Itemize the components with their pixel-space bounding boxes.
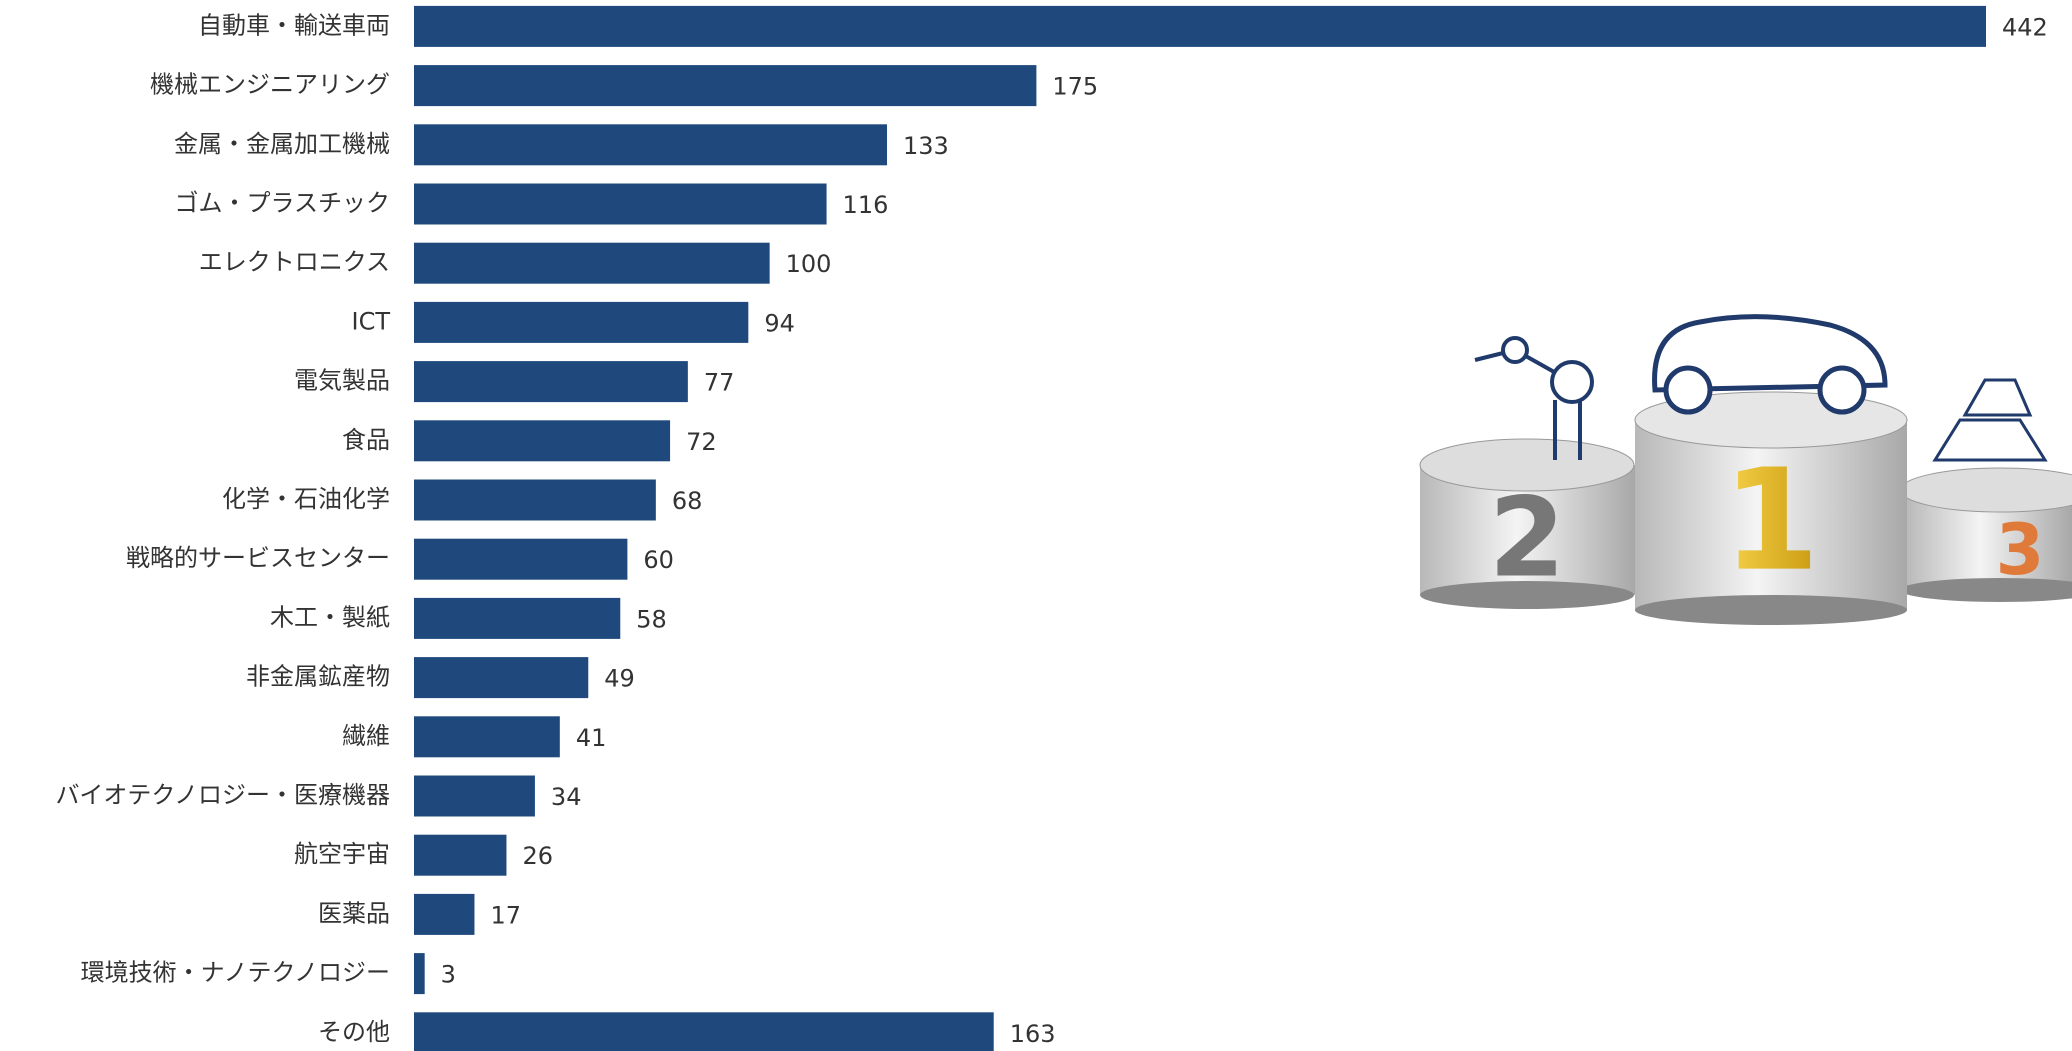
category-label: 木工・製紙 — [270, 603, 390, 631]
rank-label: 3 — [1996, 509, 2045, 591]
value-label: 34 — [551, 783, 582, 811]
category-label: 繊維 — [342, 722, 390, 750]
category-label: 金属・金属加工機械 — [174, 130, 390, 158]
value-label: 60 — [643, 546, 674, 574]
bar — [414, 65, 1037, 107]
category-label: 環境技術・ナノテクノロジー — [81, 959, 390, 987]
value-label: 49 — [604, 665, 635, 693]
rank-label: 2 — [1489, 473, 1566, 601]
value-label: 133 — [903, 132, 949, 160]
category-label: 自動車・輸送車両 — [198, 11, 390, 39]
bar — [414, 5, 1986, 47]
value-label: 41 — [576, 724, 607, 752]
bar — [414, 1012, 994, 1051]
value-label: 94 — [764, 309, 795, 337]
bar — [414, 420, 671, 462]
bar — [414, 834, 507, 876]
category-label: 食品 — [342, 426, 390, 454]
bar — [414, 479, 656, 521]
category-label: エレクトロニクス — [199, 248, 390, 276]
category-label: 戦略的サービスセンター — [126, 544, 390, 572]
category-label: ICT — [352, 307, 391, 335]
category-label: 医薬品 — [318, 899, 390, 927]
category-label: ゴム・プラスチック — [174, 189, 390, 217]
bar — [414, 775, 535, 817]
value-label: 442 — [2002, 13, 2048, 41]
bar — [414, 597, 621, 639]
bar — [414, 124, 888, 166]
bar — [414, 953, 425, 995]
category-label: バイオテクノロジー・医療機器 — [55, 781, 390, 809]
bar — [414, 538, 628, 580]
bar — [414, 893, 475, 935]
value-label: 100 — [786, 250, 832, 278]
value-label: 175 — [1052, 73, 1098, 101]
value-label: 163 — [1010, 1020, 1056, 1048]
bar — [414, 242, 770, 284]
value-label: 26 — [522, 842, 553, 870]
bar — [414, 657, 589, 699]
category-label: その他 — [318, 1018, 390, 1046]
bar — [414, 301, 749, 343]
value-label: 3 — [441, 961, 456, 989]
bar — [414, 183, 827, 225]
podium-illustration: 2 1 3 — [1419, 314, 2072, 625]
category-label: 非金属鉱産物 — [246, 663, 390, 691]
bar — [414, 716, 560, 758]
value-label: 77 — [704, 369, 735, 397]
value-label: 116 — [843, 191, 889, 219]
category-label: 電気製品 — [294, 367, 390, 395]
value-label: 17 — [490, 901, 521, 929]
category-label: 航空宇宙 — [294, 840, 390, 868]
value-label: 68 — [672, 487, 703, 515]
category-label: 化学・石油化学 — [222, 485, 390, 513]
value-label: 72 — [686, 428, 717, 456]
rank-label: 1 — [1722, 440, 1819, 603]
value-label: 58 — [636, 605, 667, 633]
category-label: 機械エンジニアリング — [150, 71, 390, 99]
bar — [414, 361, 688, 403]
